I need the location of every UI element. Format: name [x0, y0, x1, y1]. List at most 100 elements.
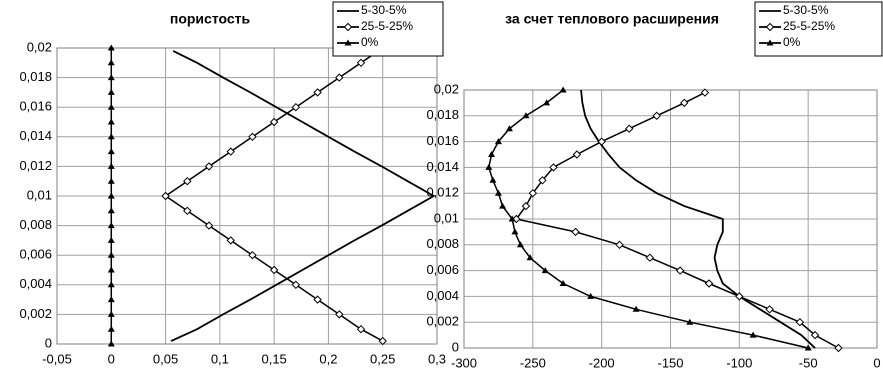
marker: [107, 340, 115, 347]
marker: [538, 176, 547, 185]
marker: [615, 240, 624, 250]
x-tick-label: 0: [108, 351, 115, 366]
plot-border: [463, 89, 878, 349]
y-tick-label: 0,006: [19, 247, 52, 262]
marker: [645, 253, 655, 262]
chart-title: пористость: [170, 11, 251, 27]
series-line: [170, 50, 436, 342]
chart: пористость 0 0,002 0,004 0,006 0,008 0,01 0,012…: [19, 1, 446, 366]
chart: за счет теплового расширения 0 0,002 0,004 0…: [426, 1, 883, 370]
marker: [700, 88, 710, 97]
marker: [107, 44, 115, 51]
y-tick-label: 0,018: [19, 69, 52, 84]
marker: [107, 325, 115, 332]
plot-border: [56, 47, 438, 345]
marker: [344, 39, 352, 46]
y-tick-label: 0,002: [426, 314, 459, 329]
marker: [810, 330, 820, 340]
marker: [204, 221, 214, 230]
y-tick-label: 0: [452, 339, 459, 354]
marker: [834, 343, 843, 353]
marker: [528, 188, 538, 198]
marker: [356, 324, 366, 334]
marker: [204, 162, 214, 171]
x-tick-label: 0,25: [370, 351, 395, 366]
marker: [508, 215, 516, 222]
marker: [107, 74, 115, 81]
marker: [226, 147, 235, 156]
x-tick-label: -100: [726, 355, 752, 370]
marker: [107, 266, 115, 273]
marker: [505, 125, 513, 132]
legend-label: 0%: [783, 35, 801, 49]
y-tick-label: 0,004: [426, 288, 459, 303]
marker: [749, 331, 757, 338]
y-tick-label: 0,01: [27, 187, 52, 202]
marker: [107, 103, 115, 110]
x-tick-label: 0: [873, 355, 880, 370]
legend-label: 25-5-25%: [783, 19, 835, 33]
marker: [269, 265, 279, 275]
marker: [522, 112, 530, 119]
marker: [526, 254, 534, 261]
marker: [795, 317, 805, 327]
marker: [624, 124, 634, 133]
marker: [559, 280, 567, 286]
marker: [107, 207, 115, 214]
marker: [675, 266, 685, 275]
marker: [356, 58, 366, 68]
marker: [485, 163, 493, 170]
marker: [248, 250, 257, 260]
marker: [183, 176, 192, 186]
marker: [107, 177, 115, 184]
marker: [107, 88, 115, 95]
marker: [313, 295, 322, 304]
y-tick-label: 0,002: [19, 306, 52, 321]
legend-label: 0%: [361, 35, 379, 49]
marker: [512, 214, 521, 224]
marker: [343, 22, 353, 32]
marker: [313, 88, 322, 97]
marker: [521, 201, 531, 211]
marker: [686, 318, 694, 325]
legend-label: 5-30-5%: [361, 3, 407, 17]
marker: [107, 118, 115, 125]
marker: [489, 176, 497, 183]
chart-title: за счет теплового расширения: [505, 11, 719, 27]
marker: [549, 163, 558, 172]
marker: [804, 344, 812, 351]
marker: [269, 117, 279, 127]
marker: [680, 98, 689, 108]
y-tick-label: 0,012: [19, 158, 52, 173]
x-tick-label: 0,15: [261, 351, 286, 366]
marker: [107, 222, 115, 229]
marker: [335, 310, 344, 319]
marker: [248, 132, 257, 142]
marker: [597, 137, 606, 146]
marker: [183, 206, 192, 216]
y-tick-label: 0,008: [426, 236, 459, 251]
series-line: [580, 89, 816, 349]
marker: [735, 292, 744, 301]
y-tick-label: 0,012: [426, 185, 459, 200]
marker: [107, 148, 115, 155]
y-tick-label: 0,01: [434, 210, 459, 225]
marker: [161, 191, 170, 201]
marker: [107, 251, 115, 258]
marker: [226, 236, 235, 245]
marker: [335, 73, 344, 82]
marker: [494, 138, 502, 145]
x-tick-label: -300: [451, 355, 477, 370]
marker: [107, 310, 115, 317]
y-tick-label: 0,02: [434, 81, 459, 96]
y-tick-label: 0,018: [426, 107, 459, 122]
y-tick-label: 0,02: [27, 39, 52, 54]
x-tick-label: -50: [799, 355, 818, 370]
y-tick-label: 0,016: [19, 99, 52, 114]
y-tick-label: 0,016: [426, 133, 459, 148]
y-tick-label: 0,008: [19, 217, 52, 232]
marker: [541, 267, 549, 274]
marker: [499, 202, 507, 209]
marker: [559, 86, 567, 93]
